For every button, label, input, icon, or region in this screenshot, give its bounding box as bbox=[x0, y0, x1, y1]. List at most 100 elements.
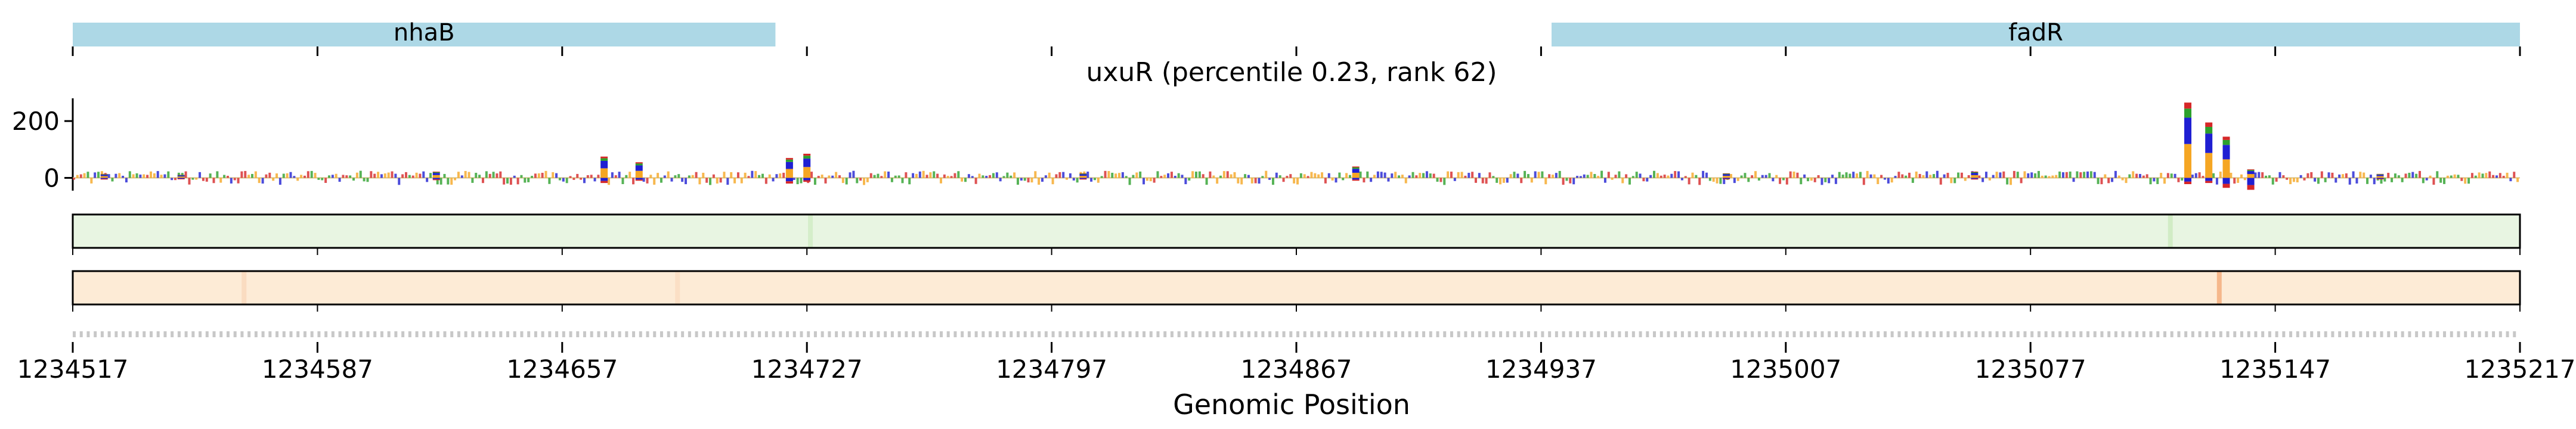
attribution-noise bbox=[1635, 172, 1638, 178]
gene-box-nhaB bbox=[73, 23, 776, 46]
sequence-letter bbox=[2079, 331, 2083, 337]
attribution-noise bbox=[1597, 176, 1600, 178]
sequence-letter bbox=[2128, 331, 2132, 337]
sequence-letter bbox=[149, 331, 153, 337]
x-axis-label: Genomic Position bbox=[1173, 388, 1410, 421]
sequence-letter bbox=[1066, 331, 1069, 337]
attribution-peak bbox=[785, 158, 793, 160]
attribution-noise bbox=[2093, 172, 2096, 178]
sequence-letter bbox=[604, 331, 608, 337]
attribution-noise bbox=[1834, 178, 1837, 184]
attribution-noise bbox=[1394, 172, 1397, 178]
sequence-letter bbox=[2345, 331, 2348, 337]
attribution-noise bbox=[967, 174, 970, 178]
attribution-noise bbox=[1712, 178, 1715, 182]
attribution-noise bbox=[657, 173, 660, 178]
attribution-noise bbox=[946, 176, 949, 178]
attribution-noise bbox=[950, 176, 953, 178]
sequence-letter bbox=[597, 331, 600, 337]
attribution-noise bbox=[1460, 172, 1463, 178]
attribution-noise bbox=[258, 178, 261, 184]
attribution-noise bbox=[1782, 178, 1785, 181]
attribution-noise bbox=[174, 178, 177, 181]
attribution-noise bbox=[2457, 175, 2460, 178]
heatmap-track-1 bbox=[73, 214, 2520, 248]
attribution-noise bbox=[212, 178, 215, 184]
attribution-noise bbox=[1583, 174, 1586, 178]
attribution-noise bbox=[2474, 175, 2477, 178]
attribution-noise bbox=[478, 175, 481, 178]
attribution-noise bbox=[2258, 172, 2261, 178]
attribution-noise bbox=[1716, 178, 1719, 184]
attribution-noise bbox=[1271, 178, 1274, 185]
sequence-letter bbox=[1044, 331, 1048, 337]
attribution-noise bbox=[1143, 178, 1145, 185]
sequence-letter bbox=[387, 331, 391, 337]
attribution-noise bbox=[1327, 173, 1330, 178]
attribution-noise bbox=[2230, 172, 2233, 178]
x-tick-label: 1234937 bbox=[1485, 355, 1597, 384]
attribution-noise bbox=[1569, 178, 1572, 184]
sequence-letter bbox=[1499, 331, 1503, 337]
sequence-letter bbox=[918, 331, 922, 337]
attribution-noise bbox=[1317, 174, 1320, 178]
attribution-noise bbox=[1016, 178, 1019, 185]
attribution-noise bbox=[439, 178, 442, 185]
attribution-noise bbox=[1090, 178, 1093, 182]
attribution-noise bbox=[1411, 172, 1414, 178]
attribution-peak bbox=[635, 165, 643, 171]
attribution-noise bbox=[1404, 178, 1407, 184]
sequence-letter bbox=[576, 331, 580, 337]
sequence-letter bbox=[1205, 331, 1209, 337]
attribution-noise bbox=[1502, 178, 1505, 183]
attribution-noise bbox=[2341, 174, 2344, 178]
attribution-noise bbox=[1869, 174, 1872, 178]
attribution-noise bbox=[667, 171, 670, 178]
attribution-noise bbox=[2299, 175, 2302, 178]
attribution-noise bbox=[831, 175, 834, 178]
sequence-letter bbox=[1674, 331, 1677, 337]
attribution-noise bbox=[2352, 171, 2355, 178]
attribution-noise bbox=[1286, 176, 1289, 178]
attribution-noise bbox=[810, 172, 813, 178]
attribution-noise bbox=[321, 178, 324, 181]
attribution-noise bbox=[429, 173, 432, 178]
attribution-peak bbox=[803, 167, 811, 178]
sequence-letter bbox=[2261, 331, 2265, 337]
attribution-noise bbox=[779, 173, 782, 178]
sequence-letter bbox=[541, 331, 544, 337]
attribution-noise bbox=[450, 178, 453, 185]
attribution-noise bbox=[377, 172, 380, 178]
attribution-noise bbox=[1646, 178, 1649, 182]
attribution-noise bbox=[2166, 173, 2169, 178]
sequence-letter bbox=[2498, 331, 2502, 337]
attribution-noise bbox=[488, 173, 491, 178]
attribution-noise bbox=[1020, 178, 1023, 181]
attribution-noise bbox=[989, 175, 992, 178]
attribution-noise bbox=[122, 176, 125, 178]
attribution-noise bbox=[933, 171, 936, 178]
attribution-peak bbox=[1723, 173, 1730, 174]
attribution-noise bbox=[1335, 178, 1337, 183]
attribution-noise bbox=[1918, 173, 1921, 178]
attribution-noise bbox=[2142, 175, 2145, 178]
sequence-letter bbox=[1415, 331, 1419, 337]
attribution-noise bbox=[1751, 175, 1754, 178]
sequence-letter bbox=[1751, 331, 1754, 337]
attribution-noise bbox=[2125, 178, 2128, 184]
x-tick-label: 1235077 bbox=[1975, 355, 2086, 384]
attribution-noise bbox=[1139, 171, 1142, 178]
attribution-noise bbox=[2138, 173, 2141, 178]
sequence-letter bbox=[1834, 331, 1838, 337]
attribution-noise bbox=[2079, 172, 2082, 178]
sequence-letter bbox=[2107, 331, 2111, 337]
attribution-noise bbox=[531, 176, 534, 178]
attribution-noise bbox=[614, 175, 617, 178]
attribution-noise bbox=[2422, 178, 2425, 184]
sequence-letter bbox=[2317, 331, 2320, 337]
attribution-noise bbox=[1586, 175, 1589, 178]
attribution-noise bbox=[1467, 173, 1470, 178]
attribution-noise bbox=[171, 178, 174, 181]
attribution-noise bbox=[1010, 175, 1013, 178]
sequence-letter bbox=[275, 331, 279, 337]
